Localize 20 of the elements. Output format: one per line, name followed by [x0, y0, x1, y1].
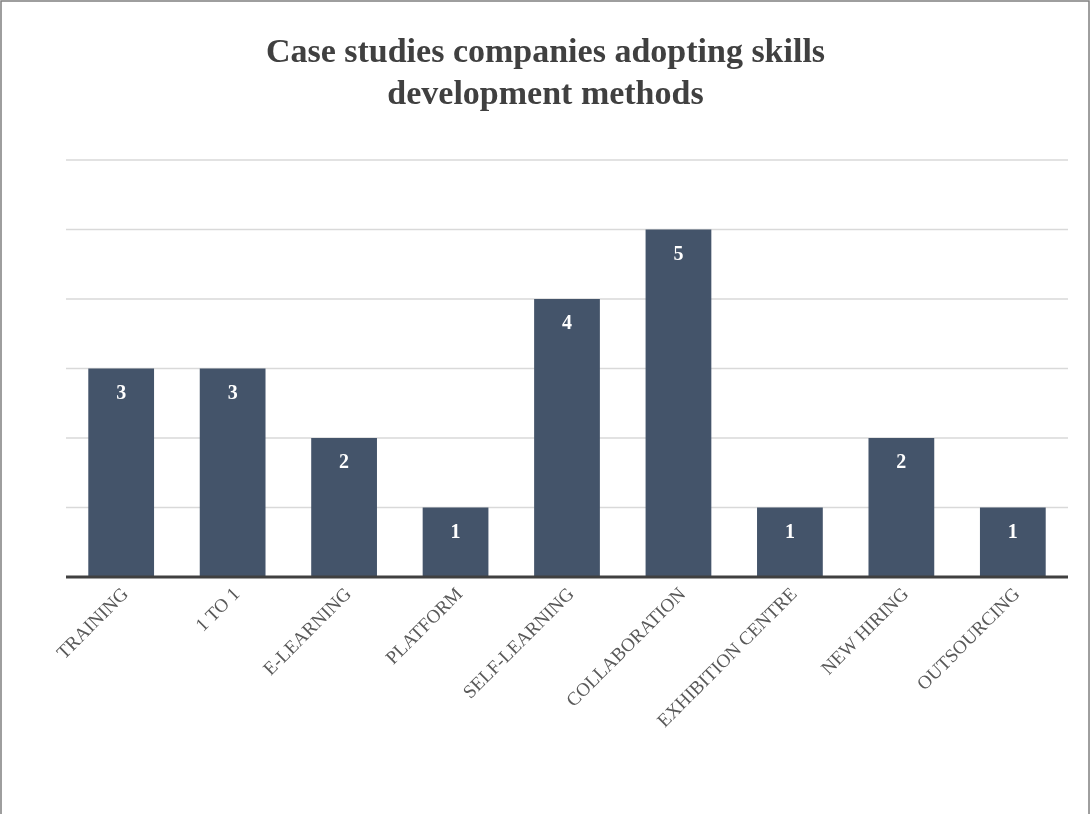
data-label: 2 [339, 450, 350, 472]
data-label: 5 [673, 241, 684, 264]
data-label: 1 [784, 519, 795, 542]
data-label: 1 [450, 519, 461, 542]
bar [199, 368, 266, 577]
data-label: 4 [562, 311, 572, 333]
bar [645, 229, 712, 577]
bar [757, 507, 823, 577]
bar [311, 438, 377, 577]
data-label: 3 [116, 380, 127, 403]
x-tick-label: 1 TO 1 [191, 582, 244, 636]
data-label: 2 [896, 450, 907, 472]
bar [534, 299, 600, 577]
bar [422, 507, 489, 577]
data-label: 3 [227, 380, 238, 403]
bar [88, 368, 155, 577]
chart-title: Case studies companies adopting skills development methods [265, 32, 826, 111]
bar [868, 438, 935, 577]
bar [979, 507, 1046, 577]
data-label: 1 [1007, 519, 1018, 542]
